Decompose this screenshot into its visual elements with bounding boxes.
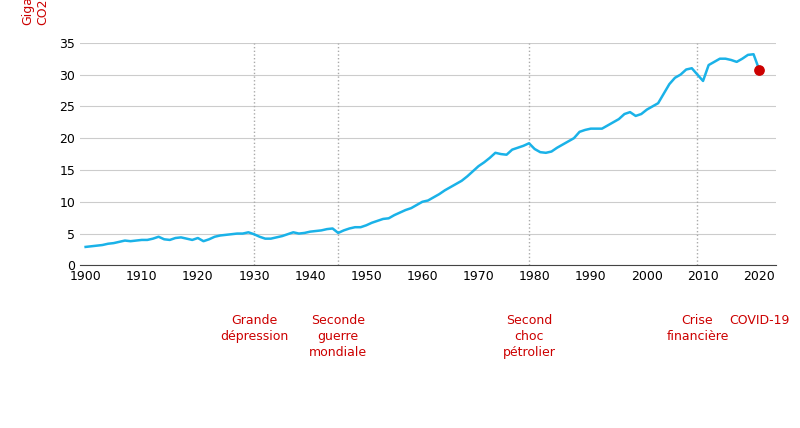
Text: Second
choc
pétrolier: Second choc pétrolier — [502, 314, 555, 359]
Text: COVID-19: COVID-19 — [729, 314, 790, 327]
Point — [753, 66, 766, 73]
Text: Giga/tonne
CO2: Giga/tonne CO2 — [21, 0, 49, 25]
Text: Seconde
guerre
mondiale: Seconde guerre mondiale — [309, 314, 367, 359]
Text: Grande
dépression: Grande dépression — [220, 314, 288, 343]
Text: Crise
financière: Crise financière — [666, 314, 729, 343]
